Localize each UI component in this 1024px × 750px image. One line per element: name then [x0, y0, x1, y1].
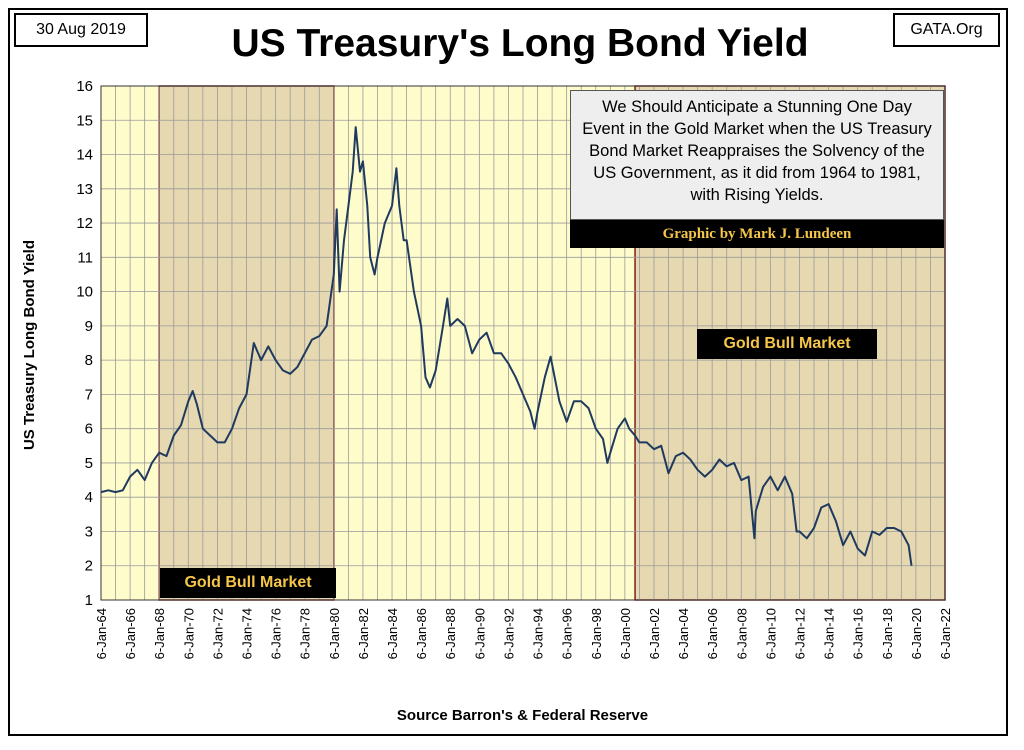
x-tick-label: 6-Jan-82 [356, 608, 371, 659]
y-tick-label: 7 [85, 386, 93, 403]
gold-bull-market-label-1: Gold Bull Market [160, 568, 336, 598]
y-tick-label: 8 [85, 352, 93, 369]
y-tick-label: 11 [77, 249, 93, 266]
y-tick-label: 15 [76, 112, 93, 129]
x-tick-label: 6-Jan-72 [210, 608, 225, 659]
y-axis-label: US Treasury Long Bond Yield [21, 239, 38, 451]
y-tick-label: 9 [85, 318, 93, 335]
x-tick-label: 6-Jan-20 [909, 608, 924, 659]
y-tick-label: 14 [76, 147, 93, 164]
x-tick-label: 6-Jan-08 [734, 608, 749, 659]
x-tick-label: 6-Jan-18 [880, 608, 895, 659]
y-tick-label: 4 [85, 489, 93, 506]
y-tick-label: 5 [85, 455, 93, 472]
x-tick-label: 6-Jan-04 [676, 608, 691, 659]
org-label: GATA.Org [893, 13, 1000, 47]
annotation-note: We Should Anticipate a Stunning One Day … [570, 90, 944, 220]
x-tick-label: 6-Jan-10 [763, 608, 778, 659]
y-tick-label: 16 [76, 78, 93, 95]
x-tick-label: 6-Jan-78 [298, 608, 313, 659]
x-tick-label: 6-Jan-98 [589, 608, 604, 659]
x-tick-label: 6-Jan-80 [327, 608, 342, 659]
x-tick-labels: 6-Jan-64 6-Jan-66 6-Jan-68 6-Jan-70 6-Jan-72… [94, 608, 953, 659]
x-tick-label: 6-Jan-68 [152, 608, 167, 659]
x-tick-label: 6-Jan-70 [181, 608, 196, 659]
x-tick-label: 6-Jan-86 [414, 608, 429, 659]
y-tick-label: 2 [85, 558, 93, 575]
x-tick-label: 6-Jan-76 [269, 608, 284, 659]
x-tick-label: 6-Jan-22 [938, 608, 953, 659]
x-tick-label: 6-Jan-94 [531, 608, 546, 659]
x-tick-label: 6-Jan-96 [560, 608, 575, 659]
graphic-credit: Graphic by Mark J. Lundeen [570, 220, 944, 248]
y-tick-label: 3 [85, 523, 93, 540]
plot-area-border [100, 85, 946, 601]
x-tick-label: 6-Jan-64 [94, 608, 109, 659]
x-tick-label: 6-Jan-02 [647, 608, 662, 659]
chart-title: US Treasury's Long Bond Yield [231, 22, 809, 65]
series-line-1 [100, 126, 913, 566]
x-tick-label: 6-Jan-90 [472, 608, 487, 659]
date-label: 30 Aug 2019 [14, 13, 148, 47]
x-tick-label: 6-Jan-74 [240, 608, 255, 659]
x-tick-label: 6-Jan-16 [851, 608, 866, 659]
x-tick-label: 6-Jan-88 [443, 608, 458, 659]
y-tick-label: 13 [76, 181, 93, 198]
y-tick-label: 10 [76, 284, 93, 301]
gold-bull-market-label-2: Gold Bull Market [697, 329, 877, 359]
y-tick-label: 6 [85, 421, 93, 438]
x-tick-label: 6-Jan-84 [385, 608, 400, 659]
x-tick-label: 6-Jan-06 [705, 608, 720, 659]
x-tick-label: 6-Jan-66 [123, 608, 138, 659]
x-tick-label: 6-Jan-14 [822, 608, 837, 659]
x-tick-label: 6-Jan-00 [618, 608, 633, 659]
y-tick-label: 12 [76, 215, 93, 232]
x-axis-label: Source Barron's & Federal Reserve [396, 707, 649, 724]
series-line [100, 126, 913, 566]
y-tick-label: 1 [85, 592, 93, 609]
x-tick-label: 6-Jan-12 [792, 608, 807, 659]
x-tick-label: 6-Jan-92 [501, 608, 516, 659]
